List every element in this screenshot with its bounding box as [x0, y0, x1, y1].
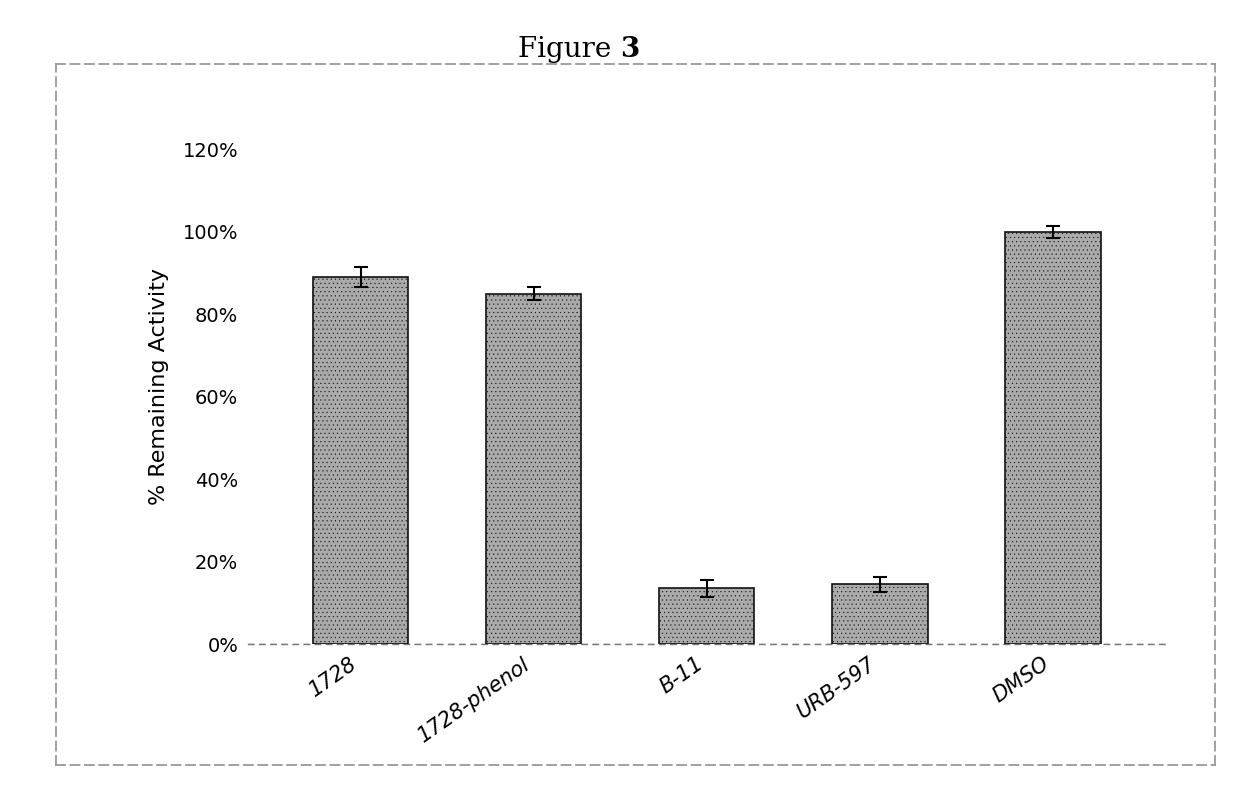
- Bar: [1006, 232, 1101, 644]
- Y-axis label: % Remaining Activity: % Remaining Activity: [149, 268, 169, 505]
- Bar: [486, 294, 582, 644]
- Text: Figure: Figure: [518, 36, 620, 64]
- Text: 3: 3: [620, 36, 640, 64]
- Bar: [312, 277, 408, 644]
- Bar: [660, 588, 754, 644]
- Bar: [832, 584, 928, 644]
